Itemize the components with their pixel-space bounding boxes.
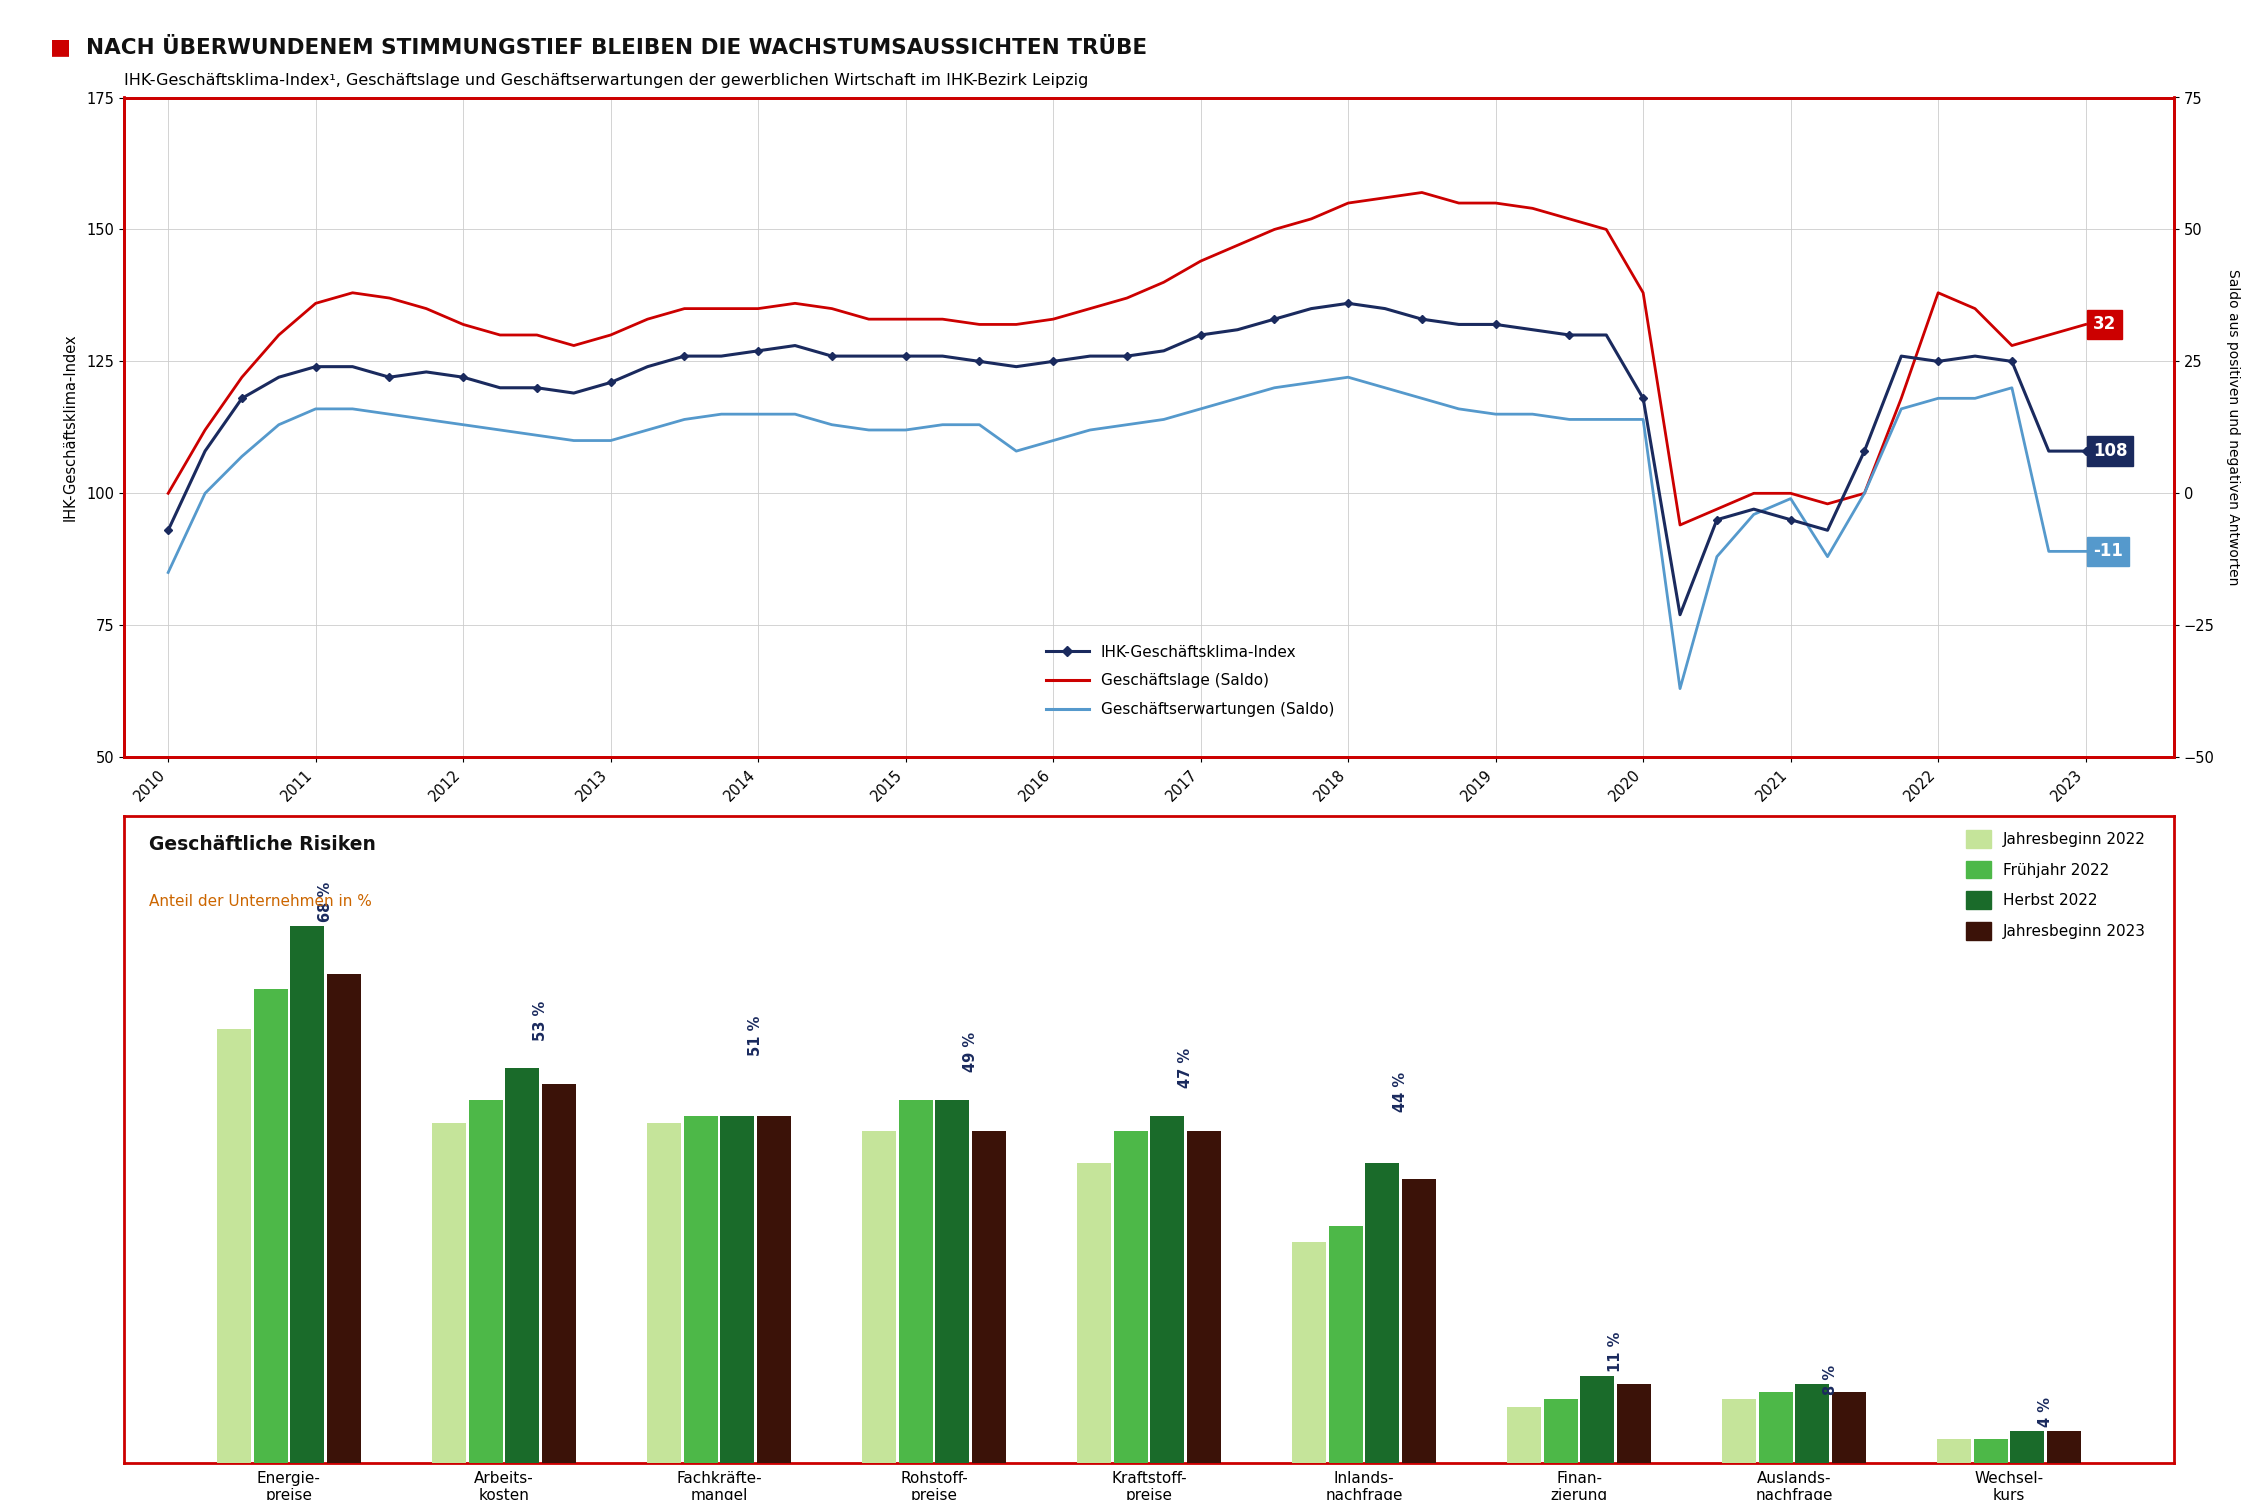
Text: Geschäftliche Risiken: Geschäftliche Risiken	[149, 836, 376, 855]
Bar	[1293, 1242, 1327, 1462]
Legend: Jahresbeginn 2022, Frühjahr 2022, Herbst 2022, Jahresbeginn 2023: Jahresbeginn 2022, Frühjahr 2022, Herbst…	[1967, 830, 2147, 939]
Text: 32: 32	[2093, 315, 2116, 333]
Bar	[935, 1100, 969, 1462]
Bar	[255, 990, 288, 1462]
Bar	[2048, 1431, 2082, 1462]
Bar	[1579, 1376, 1615, 1462]
Bar	[1187, 1131, 1221, 1462]
Bar	[1796, 1383, 1829, 1462]
Bar	[1543, 1400, 1577, 1462]
Text: NACH ÜBERWUNDENEM STIMMUNGSTIEF BLEIBEN DIE WACHSTUMSAUSSICHTEN TRÜBE: NACH ÜBERWUNDENEM STIMMUNGSTIEF BLEIBEN …	[86, 38, 1147, 57]
Bar	[1832, 1392, 1865, 1462]
Text: ■: ■	[50, 38, 70, 57]
Y-axis label: Saldo aus positiven und negativen Antworten: Saldo aus positiven und negativen Antwor…	[2226, 268, 2239, 585]
Bar	[757, 1116, 791, 1462]
Legend: IHK-Geschäftsklima-Index, Geschäftslage (Saldo), Geschäftserwartungen (Saldo): IHK-Geschäftsklima-Index, Geschäftslage …	[1039, 639, 1341, 723]
Bar	[1507, 1407, 1541, 1462]
Bar	[469, 1100, 502, 1462]
Text: IHK-Geschäftsklima-Index¹, Geschäftslage und Geschäftserwartungen der gewerblich: IHK-Geschäftsklima-Index¹, Geschäftslage…	[124, 74, 1088, 88]
Bar	[291, 927, 324, 1462]
Bar	[505, 1068, 538, 1462]
Bar	[2010, 1431, 2043, 1462]
Bar	[541, 1084, 577, 1462]
Bar	[216, 1029, 250, 1462]
Bar	[721, 1116, 755, 1462]
Text: 49 %: 49 %	[962, 1032, 978, 1072]
Bar	[1077, 1162, 1111, 1462]
Bar	[1329, 1226, 1363, 1462]
Text: -11: -11	[2093, 543, 2122, 561]
Text: 44 %: 44 %	[1392, 1071, 1408, 1112]
Bar	[1721, 1400, 1757, 1462]
Bar	[1974, 1438, 2007, 1462]
Bar	[1365, 1162, 1399, 1462]
Text: 8 %: 8 %	[1823, 1365, 1838, 1395]
Bar	[1401, 1179, 1435, 1462]
Text: 68 %: 68 %	[318, 882, 333, 922]
Bar	[327, 974, 360, 1462]
Bar	[1151, 1116, 1185, 1462]
Text: 108: 108	[2093, 442, 2127, 460]
Bar	[1760, 1392, 1793, 1462]
Text: 53 %: 53 %	[534, 1000, 547, 1041]
Bar	[683, 1116, 719, 1462]
Bar	[647, 1124, 680, 1462]
Bar	[863, 1131, 897, 1462]
Text: Anteil der Unternehmen in %: Anteil der Unternehmen in %	[149, 894, 372, 909]
Bar	[971, 1131, 1005, 1462]
Text: 47 %: 47 %	[1178, 1048, 1194, 1088]
Bar	[433, 1124, 466, 1462]
Text: 11 %: 11 %	[1609, 1332, 1622, 1372]
Bar	[899, 1100, 933, 1462]
Bar	[1618, 1383, 1651, 1462]
Text: 4 %: 4 %	[2039, 1396, 2052, 1426]
Y-axis label: IHK-Geschäftsklima-Index: IHK-Geschäftsklima-Index	[63, 333, 79, 520]
Text: 51 %: 51 %	[748, 1016, 764, 1056]
Bar	[1113, 1131, 1147, 1462]
Bar	[1938, 1438, 1971, 1462]
